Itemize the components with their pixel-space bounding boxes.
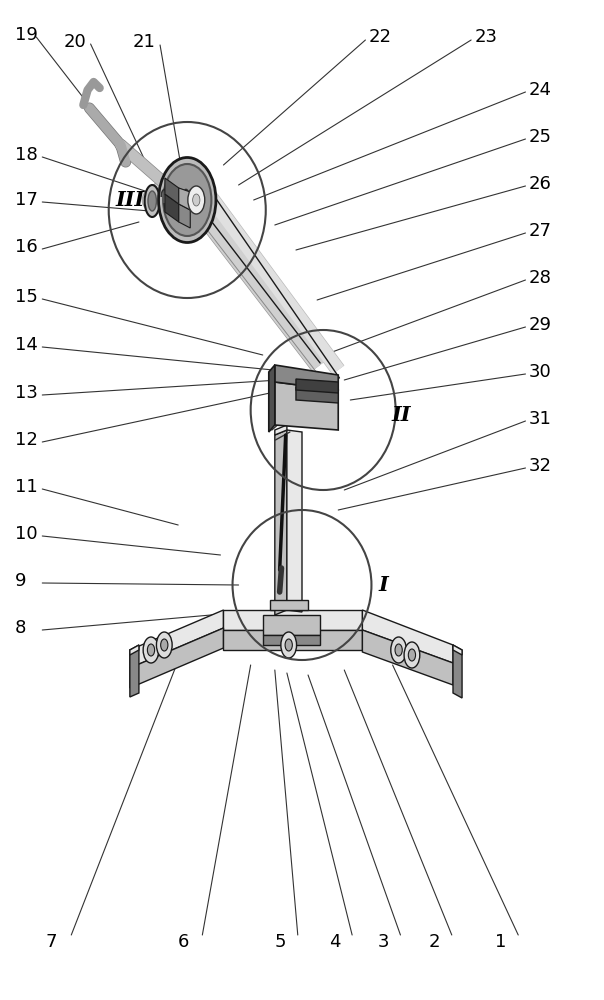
Text: 10: 10: [15, 525, 37, 543]
Text: III: III: [115, 190, 144, 210]
Text: 19: 19: [15, 26, 38, 44]
Text: 14: 14: [15, 336, 38, 354]
Circle shape: [281, 632, 297, 658]
Ellipse shape: [158, 157, 216, 242]
Polygon shape: [296, 379, 338, 393]
Polygon shape: [275, 425, 287, 435]
Polygon shape: [275, 365, 338, 390]
Polygon shape: [453, 645, 462, 698]
Polygon shape: [287, 430, 302, 612]
Circle shape: [161, 639, 168, 651]
Polygon shape: [275, 430, 287, 615]
Polygon shape: [270, 600, 308, 610]
Polygon shape: [223, 630, 362, 650]
Circle shape: [395, 644, 402, 656]
Text: 30: 30: [528, 363, 551, 381]
Circle shape: [193, 194, 200, 206]
Ellipse shape: [148, 191, 156, 211]
Text: 4: 4: [329, 933, 341, 951]
Text: 21: 21: [133, 33, 156, 51]
Polygon shape: [453, 645, 462, 655]
Text: 8: 8: [15, 619, 27, 637]
Polygon shape: [130, 628, 223, 688]
Text: 20: 20: [63, 33, 86, 51]
Polygon shape: [296, 387, 338, 403]
Polygon shape: [165, 178, 179, 204]
Text: 7: 7: [45, 933, 57, 951]
Polygon shape: [362, 610, 453, 663]
Text: 2: 2: [429, 933, 440, 951]
Circle shape: [391, 637, 406, 663]
Text: 6: 6: [178, 933, 190, 951]
Text: 18: 18: [15, 146, 38, 164]
Text: 27: 27: [528, 222, 551, 240]
Text: 5: 5: [275, 933, 286, 951]
Circle shape: [143, 637, 159, 663]
Ellipse shape: [145, 185, 159, 217]
Text: 3: 3: [378, 933, 389, 951]
Text: 13: 13: [15, 384, 38, 402]
Text: 17: 17: [15, 191, 38, 209]
Polygon shape: [130, 645, 139, 697]
Polygon shape: [130, 610, 223, 668]
Circle shape: [147, 644, 155, 656]
Text: II: II: [392, 405, 411, 425]
Text: 23: 23: [474, 28, 497, 46]
Polygon shape: [130, 645, 139, 655]
Text: 31: 31: [528, 410, 551, 428]
Text: 32: 32: [528, 457, 551, 475]
Circle shape: [188, 186, 205, 214]
Text: 9: 9: [15, 572, 27, 590]
Text: 22: 22: [368, 28, 391, 46]
Text: 29: 29: [528, 316, 551, 334]
Ellipse shape: [163, 164, 211, 236]
Circle shape: [408, 649, 416, 661]
Text: 16: 16: [15, 238, 38, 256]
Text: 24: 24: [528, 81, 551, 99]
Polygon shape: [269, 365, 275, 432]
Text: 1: 1: [495, 933, 507, 951]
Polygon shape: [263, 635, 320, 645]
Text: 26: 26: [528, 175, 551, 193]
Circle shape: [404, 642, 420, 668]
Text: 15: 15: [15, 288, 38, 306]
Polygon shape: [179, 204, 190, 228]
Text: 11: 11: [15, 478, 38, 496]
Text: I: I: [379, 575, 388, 595]
Text: 25: 25: [528, 128, 551, 146]
Text: 28: 28: [528, 269, 551, 287]
Polygon shape: [165, 194, 179, 222]
Polygon shape: [263, 615, 320, 635]
Text: 12: 12: [15, 431, 38, 449]
Polygon shape: [223, 610, 362, 630]
Polygon shape: [362, 630, 453, 685]
Polygon shape: [179, 188, 190, 210]
Circle shape: [285, 639, 292, 651]
Circle shape: [156, 632, 172, 658]
Polygon shape: [275, 382, 338, 430]
